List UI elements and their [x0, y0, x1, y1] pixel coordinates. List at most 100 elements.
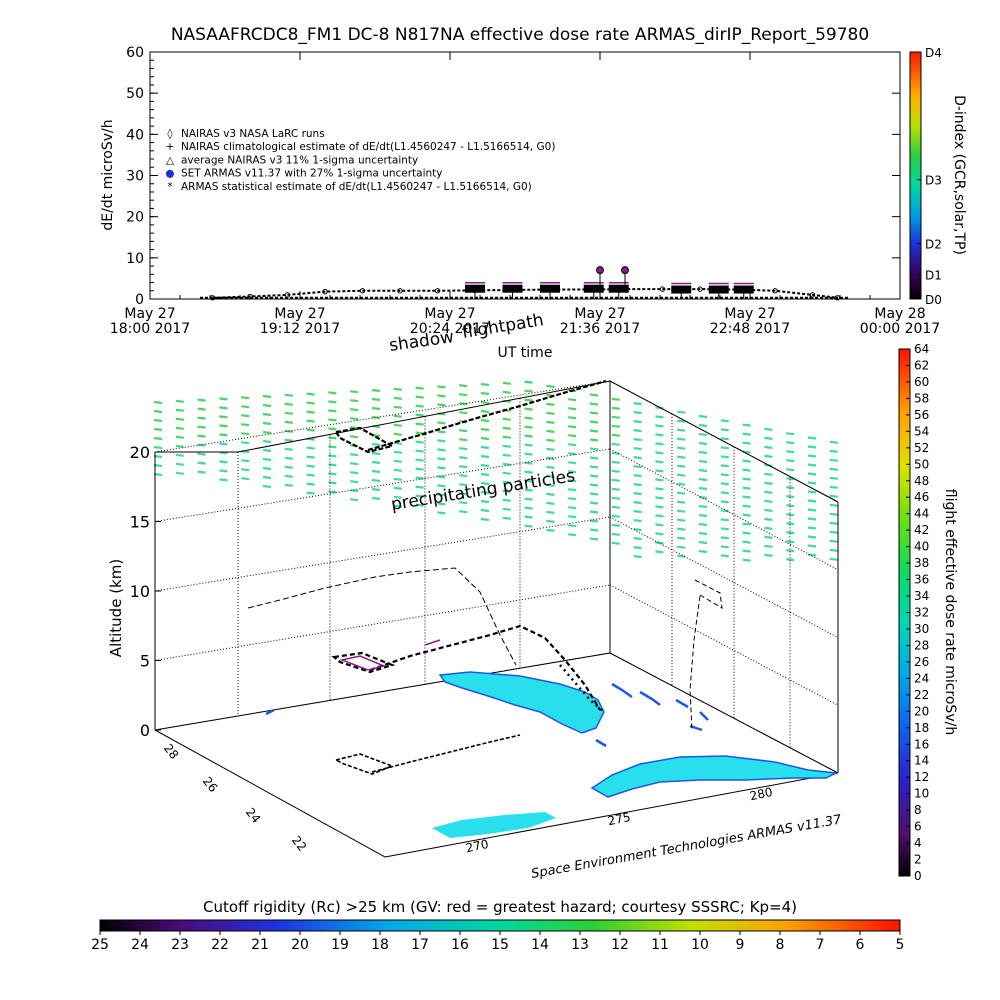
longitude-tick-label: 280: [749, 785, 774, 803]
particle-mark: [502, 516, 511, 520]
particle-mark: [633, 492, 642, 496]
timeseries-x-tick-date: May 27: [724, 306, 775, 322]
particle-mark: [371, 451, 381, 456]
timeseries-y-tick-label: 20: [126, 210, 144, 226]
particle-mark: [502, 435, 511, 439]
particle-mark: [589, 474, 599, 478]
particle-mark: [524, 398, 533, 402]
dose-rate-tick-label: 56: [914, 408, 929, 422]
particle-mark: [393, 504, 402, 508]
particle-mark: [720, 464, 729, 468]
dose-rate-tick-label: 36: [914, 573, 929, 587]
particle-mark: [568, 398, 577, 402]
dose-rate-label: flight effective dose rate microSv/h: [942, 489, 958, 735]
particle-mark: [742, 459, 751, 463]
particle-mark: [393, 468, 402, 472]
particle-mark: [459, 411, 468, 415]
particle-mark: [480, 508, 490, 513]
particle-mark: [742, 432, 751, 436]
particle-mark: [306, 419, 315, 423]
grid-alt-line: [154, 652, 611, 731]
particle-mark: [546, 411, 555, 415]
timeseries-x-tick-date: May 27: [274, 306, 325, 322]
particle-mark: [589, 528, 599, 532]
particle-mark: [524, 443, 533, 447]
particle-mark: [437, 502, 446, 506]
particle-mark: [524, 488, 533, 492]
particle-mark: [589, 456, 599, 460]
particle-mark: [393, 459, 402, 463]
altitude-tick-label: 5: [140, 652, 150, 671]
cutoff-rigidity-tick-label: 11: [651, 937, 669, 953]
particle-mark: [524, 452, 533, 456]
particle-mark: [698, 540, 708, 545]
cutoff-rigidity-tick-label: 6: [856, 937, 865, 953]
particle-mark: [459, 447, 468, 451]
particle-mark: [415, 458, 424, 462]
rightwall-projection: [689, 579, 723, 731]
particle-mark: [393, 450, 402, 454]
particle-mark: [807, 499, 817, 503]
particle-mark: [371, 487, 381, 492]
particle-mark: [350, 408, 359, 412]
grid-edge: [384, 772, 839, 858]
particle-mark: [328, 427, 337, 431]
particle-mark: [437, 394, 446, 398]
particle-mark: [459, 402, 468, 406]
particle-mark: [175, 399, 184, 403]
particle-mark: [829, 467, 838, 471]
timeseries-x-tick-time: 22:48 2017: [710, 321, 790, 337]
particle-mark: [677, 500, 686, 504]
particle-mark: [371, 460, 381, 465]
particle-mark: [415, 422, 424, 426]
particle-mark: [546, 501, 555, 505]
altitude-tick-label: 15: [130, 513, 150, 532]
particle-mark: [568, 425, 577, 429]
particle-mark: [589, 465, 599, 469]
particle-mark: [197, 434, 206, 438]
particle-mark: [568, 407, 577, 411]
timeseries-y-tick-label: 10: [126, 251, 144, 267]
particle-mark: [371, 469, 381, 474]
nairas-series-point: [772, 288, 778, 294]
particle-mark: [262, 475, 272, 480]
timeseries-y-tick-label: 60: [126, 45, 144, 61]
particle-mark: [829, 485, 838, 489]
particle-mark: [328, 391, 337, 395]
particle-mark: [633, 546, 642, 550]
gulf-coast: [265, 708, 607, 748]
dose-rate-tick-label: 62: [914, 358, 929, 372]
particle-mark: [415, 503, 424, 507]
dose-rate-tick-label: 24: [914, 671, 929, 685]
d-index-ticks: D0 D1 D2 D3 D4: [917, 46, 942, 307]
particle-mark: [764, 499, 773, 503]
particle-mark: [480, 418, 490, 423]
particle-mark: [502, 498, 511, 502]
particle-mark: [829, 557, 838, 561]
particle-mark: [437, 385, 446, 389]
particle-mark: [807, 463, 817, 467]
particle-mark: [611, 541, 620, 545]
particle-mark: [633, 420, 642, 424]
cutoff-rigidity-tick-label: 16: [451, 937, 469, 953]
particle-mark: [633, 438, 642, 442]
particle-mark: [655, 487, 664, 491]
particle-mark: [807, 436, 817, 440]
particle-mark: [786, 486, 795, 490]
particle-mark: [524, 470, 533, 474]
particle-mark: [524, 425, 533, 429]
particle-mark: [611, 505, 620, 509]
particle-mark: [720, 554, 729, 558]
particle-mark: [807, 544, 817, 548]
cutoff-rigidity-ticks: 25 24 23 22 21 20 19 18 17 16 15 14 13 12 11 10 9 8 7 6 5: [91, 931, 904, 953]
particle-mark: [720, 473, 729, 477]
particle-mark: [589, 411, 599, 415]
particle-mark: [720, 437, 729, 441]
dose-rate-tick-label: 16: [914, 737, 929, 751]
particle-mark: [568, 497, 577, 501]
particle-mark: [350, 462, 359, 466]
particle-mark: [611, 478, 620, 482]
particle-mark: [175, 453, 184, 457]
grid-alt-line: [154, 584, 611, 661]
